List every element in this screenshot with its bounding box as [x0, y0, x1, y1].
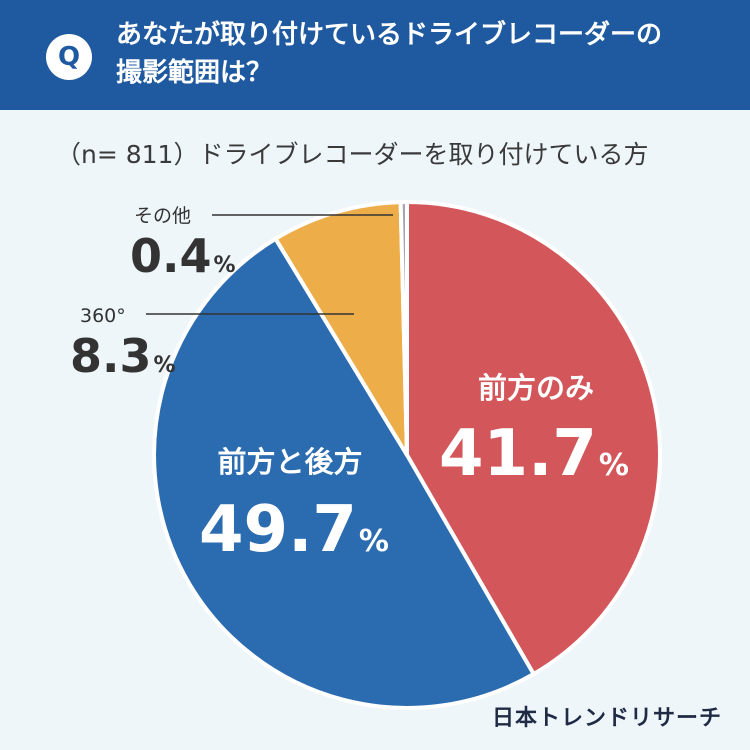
- question-badge: Q: [46, 34, 92, 80]
- slice-value-front-and-rear: 49.7%: [199, 493, 389, 567]
- slice-value-front-only: 41.7%: [439, 417, 629, 491]
- chart-subtitle: （n= 811）ドライブレコーダーを取り付けている方: [56, 140, 649, 169]
- slice-label-front-and-rear: 前方と後方: [217, 445, 362, 479]
- slice-label-front-only: 前方のみ: [478, 371, 594, 405]
- question-title-line-2: 撮影範囲は？: [116, 58, 273, 88]
- pie-slice-360: [273, 200, 409, 457]
- slice-value-360: 8.3%: [70, 329, 176, 383]
- pie-slice-other: [398, 200, 409, 457]
- question-title: あなたが取り付けているドライブレコーダーの 撮影範囲は？: [116, 16, 736, 92]
- slice-value-other: 0.4%: [130, 229, 236, 283]
- slice-label-360: 360°: [80, 305, 126, 327]
- source-credit: 日本トレンドリサーチ: [491, 706, 722, 731]
- pie-slice-front-and-rear: [152, 236, 536, 710]
- question-header: Q あなたが取り付けているドライブレコーダーの 撮影範囲は？: [0, 0, 750, 110]
- slice-label-other: その他: [134, 205, 191, 227]
- pie-slice-front-only: [405, 200, 662, 677]
- question-title-line-1: あなたが取り付けているドライブレコーダーの: [116, 20, 663, 50]
